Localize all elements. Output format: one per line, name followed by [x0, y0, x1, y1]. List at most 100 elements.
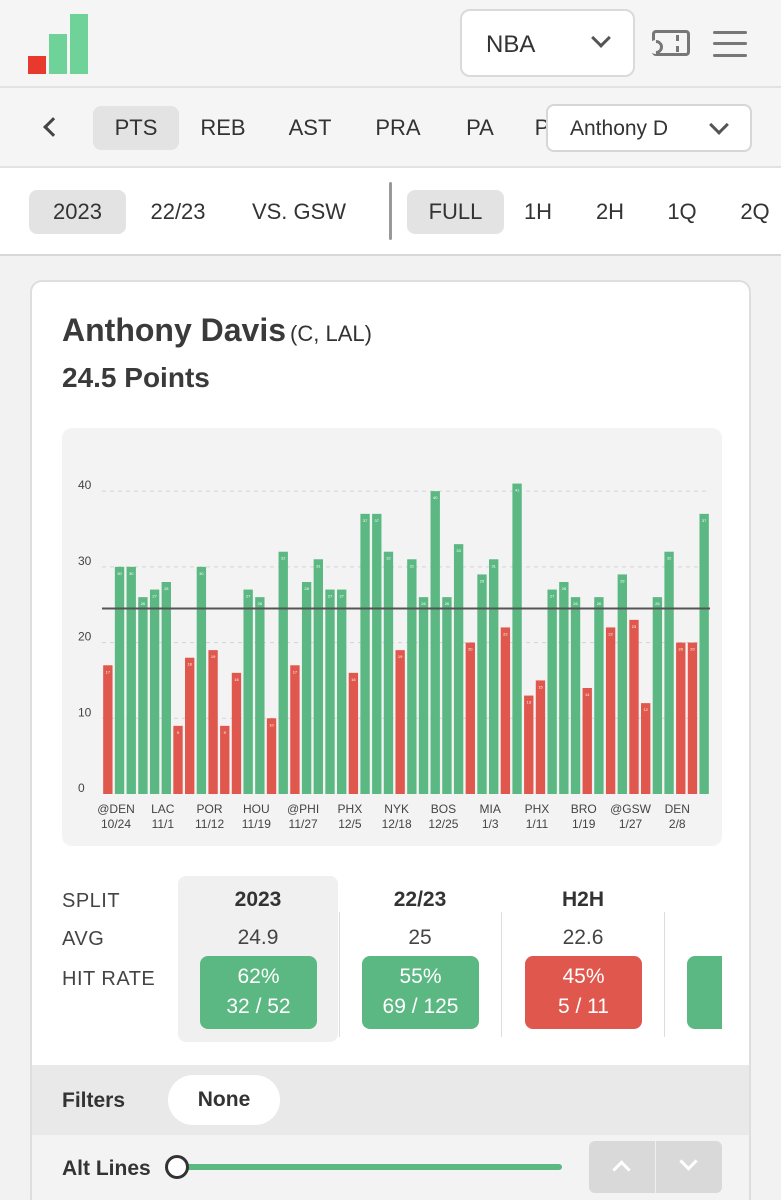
line-decrease-button[interactable]	[656, 1141, 722, 1193]
bar-value-label: 30	[199, 571, 204, 576]
x-tick-label-team: @PHI	[287, 802, 319, 816]
bar-value-label: 17	[293, 669, 298, 674]
split-column-partial[interactable]: 5 5	[665, 876, 722, 1042]
bar	[196, 566, 207, 794]
tab-period-full[interactable]: FULL	[407, 190, 504, 234]
hit-rate-badge: 55% 69 / 125	[362, 956, 479, 1029]
line-increase-button[interactable]	[589, 1141, 655, 1193]
split-column-22-23[interactable]: 22/23 25 55% 69 / 125	[340, 876, 500, 1042]
bar	[290, 665, 300, 794]
bar-value-label: 31	[410, 563, 415, 568]
chevron-down-icon	[591, 28, 611, 48]
prop-line: 24.5 Points	[62, 362, 210, 393]
bar-value-label: 32	[281, 556, 286, 561]
stat-tab-bar: PTS REB AST PRA PA P Anthony D	[0, 88, 781, 168]
bar-value-label: 31	[316, 563, 321, 568]
line-stepper	[589, 1141, 722, 1193]
bar-value-label: 27	[328, 594, 333, 599]
x-tick-label-team: BOS	[431, 802, 456, 816]
hit-rate-record: 32 / 52	[226, 995, 291, 1018]
player-name: Anthony Davis	[62, 312, 287, 348]
x-tick-label-date: 11/27	[289, 817, 318, 831]
tab-partial[interactable]: P	[534, 115, 550, 140]
bar-value-label: 27	[152, 594, 157, 599]
chevron-left-icon[interactable]	[43, 117, 63, 137]
bar	[430, 491, 440, 794]
bar-value-label: 9	[224, 730, 227, 735]
brand-logo-icon[interactable]	[28, 14, 90, 74]
hit-rate-percent: 62%	[237, 965, 280, 988]
bar	[535, 680, 546, 794]
tab-period-1h[interactable]: 1H	[523, 199, 553, 224]
bar	[512, 483, 522, 794]
game-log-chart-svg: 0 10 20 30 40 17 30 30 26 27 28 9 18 30 19 9 16 27 26 10 32 1…	[78, 478, 710, 831]
split-column-2023[interactable]: 2023 24.9 62% 32 / 52	[178, 876, 338, 1042]
x-tick-label-team: HOU	[243, 802, 270, 816]
bar-value-label: 13	[527, 700, 532, 705]
tab-period-2q[interactable]: 2Q	[740, 199, 770, 224]
alt-lines-label: Alt Lines	[62, 1157, 151, 1180]
bar-value-label: 27	[339, 594, 344, 599]
bar-value-label: 27	[246, 594, 251, 599]
bar-value-label: 26	[141, 601, 146, 606]
bar	[337, 589, 347, 794]
bar	[418, 597, 429, 794]
x-tick-label-date: 1/11	[526, 817, 549, 831]
bar	[664, 551, 674, 794]
bar-value-label: 27	[550, 594, 555, 599]
divider	[389, 182, 392, 240]
alt-lines-slider-track[interactable]	[178, 1164, 562, 1170]
tab-period-2h[interactable]: 2H	[595, 199, 625, 224]
player-select[interactable]: Anthony D	[546, 104, 752, 152]
bar	[676, 642, 686, 794]
bar-value-label: 37	[363, 518, 368, 523]
alt-lines-slider-thumb[interactable]	[165, 1155, 189, 1179]
tab-split-22-23[interactable]: 22/23	[150, 199, 206, 224]
x-tick-label-date: 10/24	[101, 817, 131, 831]
bar	[594, 597, 604, 794]
hit-rate-record: 69 / 125	[382, 995, 459, 1018]
bar	[372, 513, 382, 794]
y-tick-label: 10	[78, 705, 92, 719]
bar-value-label: 26	[421, 601, 426, 606]
y-tick-label: 30	[78, 554, 92, 568]
splits-label-avg: AVG	[62, 928, 105, 950]
filters-bar: Filters None	[32, 1065, 749, 1135]
tab-split-vs-gsw[interactable]: VS. GSW	[251, 199, 347, 224]
bar	[231, 672, 242, 794]
bar	[605, 627, 616, 794]
league-select[interactable]: NBA	[460, 9, 635, 77]
filters-value-button[interactable]: None	[168, 1075, 280, 1125]
bar-value-label: 28	[562, 586, 567, 591]
tab-pts[interactable]: PTS	[93, 106, 179, 150]
x-tick-label-date: 1/3	[482, 817, 499, 831]
bar	[173, 725, 183, 794]
split-column-avg: 22.6	[562, 926, 604, 949]
bar	[570, 597, 581, 794]
bar	[489, 559, 499, 794]
tab-reb[interactable]: REB	[200, 115, 246, 140]
bar-value-label: 16	[234, 677, 239, 682]
tab-period-1q[interactable]: 1Q	[667, 199, 697, 224]
x-tick-label-team: DEN	[665, 802, 690, 816]
menu-icon[interactable]	[713, 30, 747, 58]
bar-value-label: 17	[106, 669, 111, 674]
bar	[208, 650, 218, 794]
bar	[383, 551, 394, 794]
ticket-icon[interactable]	[652, 30, 690, 56]
tab-pa[interactable]: PA	[466, 115, 494, 140]
bar-value-label: 19	[211, 654, 216, 659]
game-log-chart: 0 10 20 30 40 17 30 30 26 27 28 9 18 30 19 9 16 27 26 10 32 1…	[62, 428, 722, 846]
bar	[547, 589, 557, 794]
bar	[103, 665, 113, 794]
tab-pra[interactable]: PRA	[375, 115, 421, 140]
bar	[687, 642, 698, 794]
tab-ast[interactable]: AST	[288, 115, 332, 140]
bar-value-label: 30	[129, 571, 134, 576]
y-tick-label: 40	[78, 478, 92, 492]
x-tick-label-date: 11/12	[195, 817, 224, 831]
bar-value-label: 29	[480, 578, 485, 583]
split-column-h2h[interactable]: H2H 22.6 45% 5 / 11	[503, 876, 663, 1042]
bar	[220, 725, 230, 794]
tab-split-2023[interactable]: 2023	[29, 190, 126, 234]
